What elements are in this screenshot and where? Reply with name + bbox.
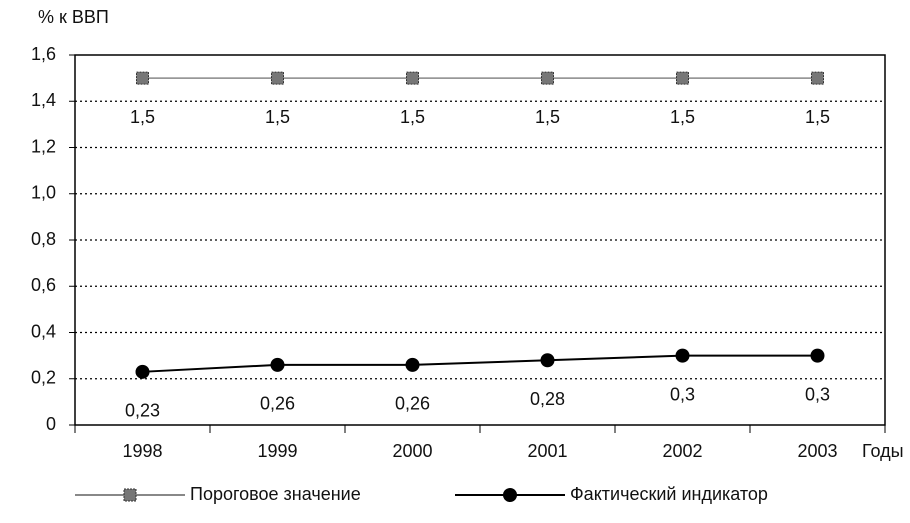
x-tick-label: 2000 [392, 441, 432, 461]
point-marker [270, 357, 285, 372]
point-marker [675, 348, 690, 363]
point-marker [271, 71, 284, 85]
value-label: 1,5 [265, 107, 290, 127]
point-marker [811, 71, 824, 85]
y-tick-label: 0 [46, 414, 56, 434]
value-label: 0,26 [395, 394, 430, 414]
point-marker [123, 488, 137, 502]
x-tick-label: 2001 [527, 441, 567, 461]
x-tick-label: 1998 [122, 441, 162, 461]
x-axis-label: Годы [862, 441, 904, 461]
value-label: 0,26 [260, 394, 295, 414]
y-tick-label: 1,6 [31, 44, 56, 64]
y-tick-label: 1,4 [31, 90, 56, 110]
point-marker [540, 353, 555, 368]
legend-label: Фактический индикатор [570, 484, 768, 504]
x-tick-label: 2003 [797, 441, 837, 461]
series-line [142, 354, 818, 373]
point-marker [405, 357, 420, 372]
value-label: 1,5 [400, 107, 425, 127]
y-tick-label: 0,4 [31, 321, 56, 341]
y-tick-label: 0,8 [31, 229, 56, 249]
y-tick-label: 1,0 [31, 183, 56, 203]
point-marker [541, 71, 554, 85]
y-axis-label: % к ВВП [38, 7, 109, 27]
point-marker [810, 348, 825, 363]
value-label: 0,3 [805, 384, 830, 404]
legend-label: Пороговое значение [190, 484, 361, 504]
value-label: 1,5 [535, 107, 560, 127]
point-marker [676, 71, 689, 85]
x-tick-label: 2002 [662, 441, 702, 461]
value-label: 0,28 [530, 389, 565, 409]
value-label: 1,5 [130, 107, 155, 127]
value-label: 1,5 [805, 107, 830, 127]
x-tick-label: 1999 [257, 441, 297, 461]
point-marker [135, 364, 150, 379]
point-marker [136, 71, 149, 85]
value-label: 0,3 [670, 384, 695, 404]
value-label: 1,5 [670, 107, 695, 127]
y-tick-label: 1,2 [31, 136, 56, 156]
y-tick-label: 0,2 [31, 368, 56, 388]
point-marker [503, 488, 517, 502]
value-label: 0,23 [125, 401, 160, 421]
point-marker [406, 71, 419, 85]
y-tick-label: 0,6 [31, 275, 56, 295]
